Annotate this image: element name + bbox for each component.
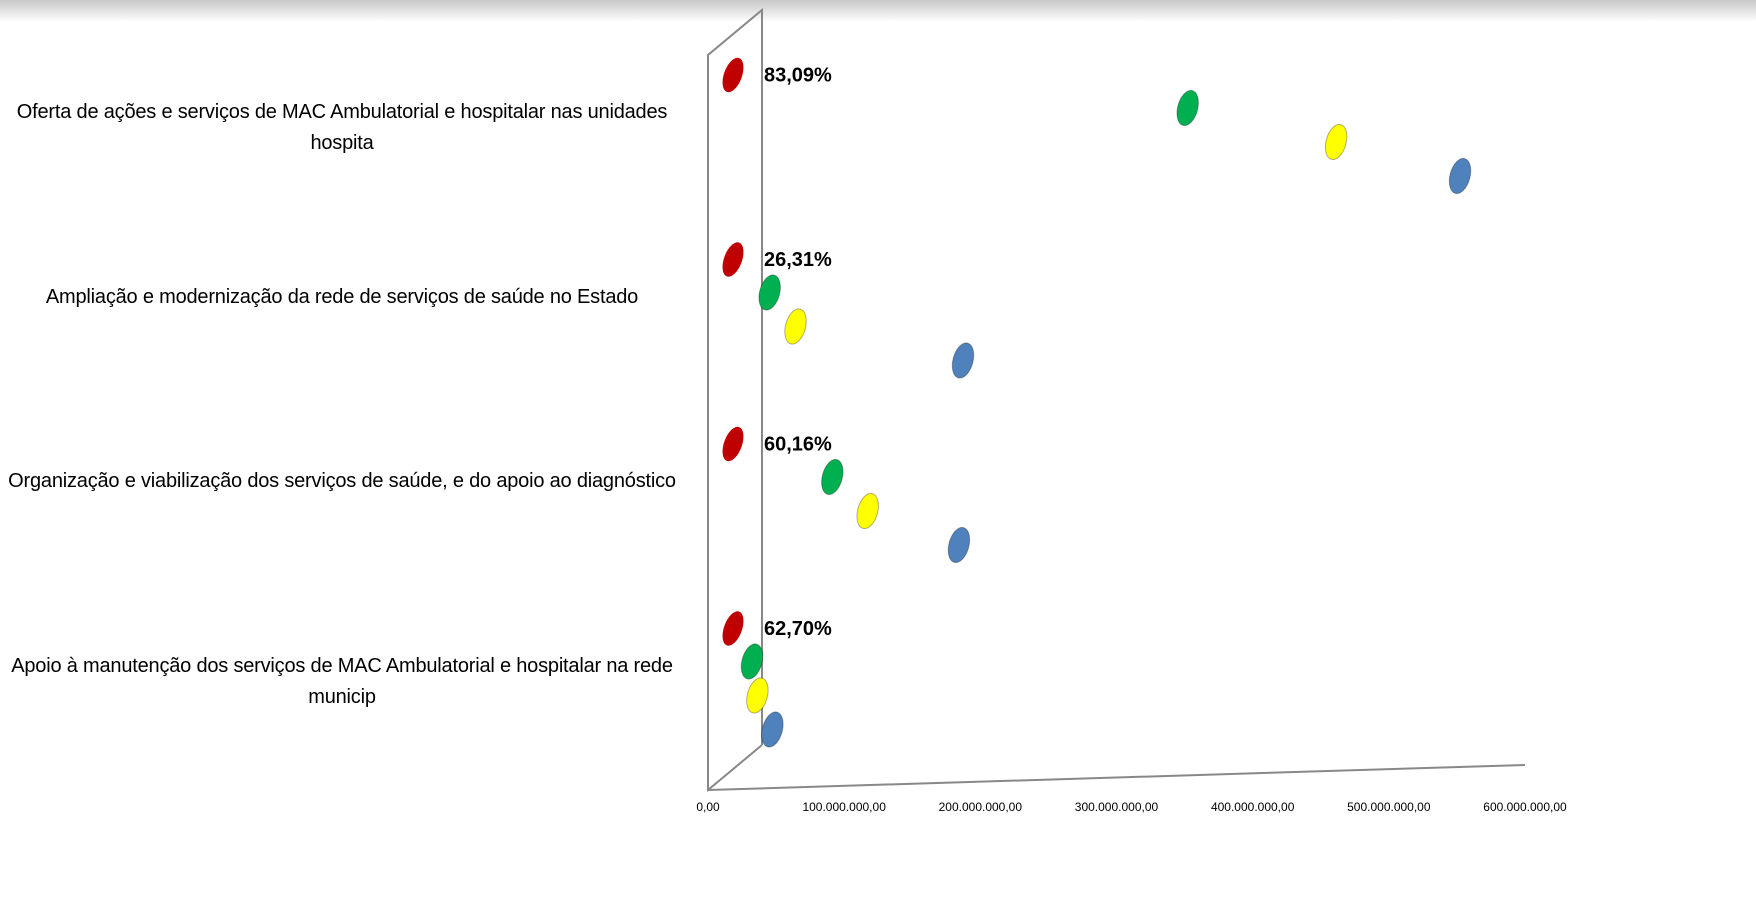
category-label: Organização e viabilização dos serviços …: [8, 470, 676, 492]
bar: [712, 90, 1198, 126]
bar: [712, 158, 1470, 194]
data-label: 62,70%: [764, 618, 832, 640]
top-shadow: [0, 0, 1756, 22]
bar: [722, 242, 744, 277]
x-tick-label: 200.000.000,00: [939, 800, 1023, 814]
x-tick-label: 500.000.000,00: [1347, 800, 1431, 814]
bar: [722, 611, 744, 646]
bar-cap: [856, 492, 879, 530]
bar-cap: [1448, 157, 1472, 195]
bar-cap: [758, 274, 781, 311]
bar-cap: [784, 308, 807, 345]
category-label: Oferta de ações e serviços de MAC Ambula…: [16, 101, 668, 154]
bar-cap: [746, 677, 769, 714]
x-tick-label: 300.000.000,00: [1075, 800, 1159, 814]
data-label: 83,09%: [764, 64, 832, 86]
x-tick-label: 100.000.000,00: [802, 800, 886, 814]
data-label: 60,16%: [764, 433, 832, 455]
bar: [722, 57, 744, 93]
floor: [707, 764, 1526, 791]
bar: [712, 124, 1346, 160]
category-label: Apoio à manutenção dos serviços de MAC A…: [11, 654, 673, 708]
bar-cap: [761, 711, 784, 748]
bar: [712, 343, 973, 379]
bar-cap: [740, 643, 764, 680]
bar-cap: [1324, 123, 1348, 161]
data-label: 26,31%: [764, 249, 832, 271]
bar-cap: [947, 526, 971, 564]
bar-cap: [951, 342, 975, 379]
bar-cap: [1176, 89, 1199, 127]
bar-cap: [821, 458, 844, 496]
x-tick-label: 600.000.000,00: [1483, 800, 1567, 814]
bar: [722, 426, 744, 462]
x-tick-label: 0,00: [696, 800, 720, 814]
x-tick-label: 400.000.000,00: [1211, 800, 1295, 814]
category-label: Ampliação e modernização da rede de serv…: [45, 285, 639, 308]
back-wall: [707, 7, 763, 793]
bar: [712, 527, 969, 563]
bar: [712, 493, 878, 529]
